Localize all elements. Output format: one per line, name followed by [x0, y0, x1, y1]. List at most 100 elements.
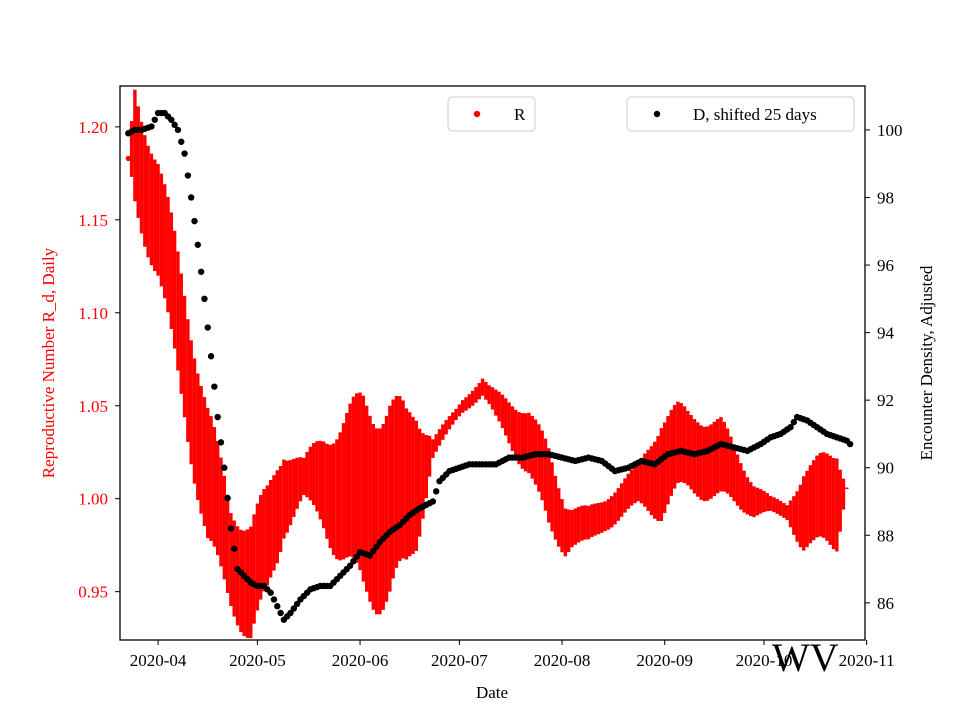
r-errorbar [583, 505, 587, 540]
r-errorbar [447, 416, 452, 430]
r-errorbar [725, 428, 730, 494]
r-errorbar [232, 520, 236, 617]
r-errorbar [199, 386, 203, 514]
r-errorbar [672, 404, 677, 489]
r-errorbar [133, 89, 137, 202]
r-errorbar [345, 413, 349, 558]
r-errorbar [384, 415, 389, 602]
r-errorbar [355, 393, 359, 563]
r-errorbar [328, 444, 332, 549]
r-errorbar [427, 435, 432, 477]
r-errorbar [646, 449, 650, 511]
r-errorbar [752, 486, 756, 518]
d-point [224, 494, 231, 502]
r-errorbar [163, 184, 167, 299]
r-errorbar [735, 454, 740, 506]
r-errorbar [242, 530, 246, 637]
r-errorbar [461, 400, 465, 413]
d-point [293, 600, 301, 608]
r-errorbar [768, 495, 773, 511]
r-errorbar [805, 470, 809, 548]
r-errorbar [696, 422, 700, 497]
d-point [287, 609, 294, 617]
d-point [350, 557, 357, 565]
r-errorbar [722, 421, 726, 492]
y-right-tick-label: 100 [877, 121, 903, 140]
r-errorbar [613, 492, 617, 525]
d-point [274, 603, 281, 610]
r-errorbar [378, 428, 382, 615]
r-errorbar [149, 153, 154, 266]
d-point [211, 383, 218, 390]
r-errorbar [702, 426, 707, 502]
r-errorbar [835, 458, 839, 552]
r-errorbar [626, 473, 630, 509]
r-errorbar [321, 441, 326, 529]
r-errorbar [331, 443, 336, 556]
r-errorbar [268, 479, 273, 578]
r-errorbar [467, 394, 472, 409]
d-point [217, 439, 225, 446]
d-point [174, 126, 182, 134]
r-errorbar [792, 496, 796, 535]
r-errorbar [593, 503, 597, 536]
y-right-tick-label: 98 [877, 188, 894, 207]
r-errorbar [759, 489, 763, 514]
d-point [787, 423, 794, 431]
r-errorbar [563, 508, 568, 557]
r-errorbar [686, 411, 690, 486]
x-axis-label: Date [476, 683, 508, 702]
d-point [221, 464, 228, 471]
r-errorbar [361, 395, 366, 582]
r-errorbar [659, 428, 664, 522]
d-point [846, 440, 854, 448]
r-errorbar [278, 465, 283, 552]
d-point [207, 353, 215, 360]
r-errorbar [401, 400, 405, 559]
r-errorbar [500, 394, 505, 429]
y-left-tick-label: 1.05 [78, 397, 108, 416]
r-errorbar [381, 423, 385, 610]
r-errorbar [474, 387, 478, 403]
r-errorbar [520, 413, 524, 469]
r-errorbar [298, 457, 303, 502]
r-errorbar [408, 412, 412, 557]
r-errorbar [404, 408, 409, 560]
r-errorbar [341, 423, 346, 560]
r-errorbar [487, 385, 491, 404]
state-watermark: WV [772, 635, 839, 680]
r-errorbar [778, 500, 783, 516]
r-errorbar [424, 434, 428, 499]
r-errorbar [818, 452, 822, 537]
legend-r-label: R [514, 105, 526, 124]
r-errorbar [530, 415, 534, 479]
r-errorbar [186, 319, 190, 442]
r-errorbar [590, 504, 594, 538]
r-errorbar [639, 458, 644, 504]
r-errorbar [351, 396, 356, 558]
r-errorbar [749, 482, 753, 517]
r-errorbar [262, 489, 266, 592]
r-errorbar [838, 469, 842, 532]
r-errorbar [517, 412, 521, 465]
r-errorbar [603, 501, 607, 532]
r-errorbar [206, 408, 210, 539]
r-errorbar [417, 428, 422, 537]
r-errorbar [282, 459, 286, 539]
r-errorbar [821, 452, 826, 538]
r-errorbar [136, 106, 140, 218]
y-right-tick-label: 86 [877, 594, 894, 613]
r-errorbar [497, 391, 501, 422]
r-errorbar [570, 510, 574, 548]
r-errorbar [222, 475, 226, 580]
r-errorbar [729, 436, 733, 497]
d-point [366, 552, 374, 559]
r-errorbar [699, 425, 703, 500]
r-errorbar [374, 428, 379, 615]
r-errorbar [229, 513, 233, 606]
r-errorbar [845, 487, 849, 490]
d-point [270, 596, 278, 603]
d-point [204, 324, 211, 331]
x-tick-label: 2020-09 [636, 651, 693, 670]
